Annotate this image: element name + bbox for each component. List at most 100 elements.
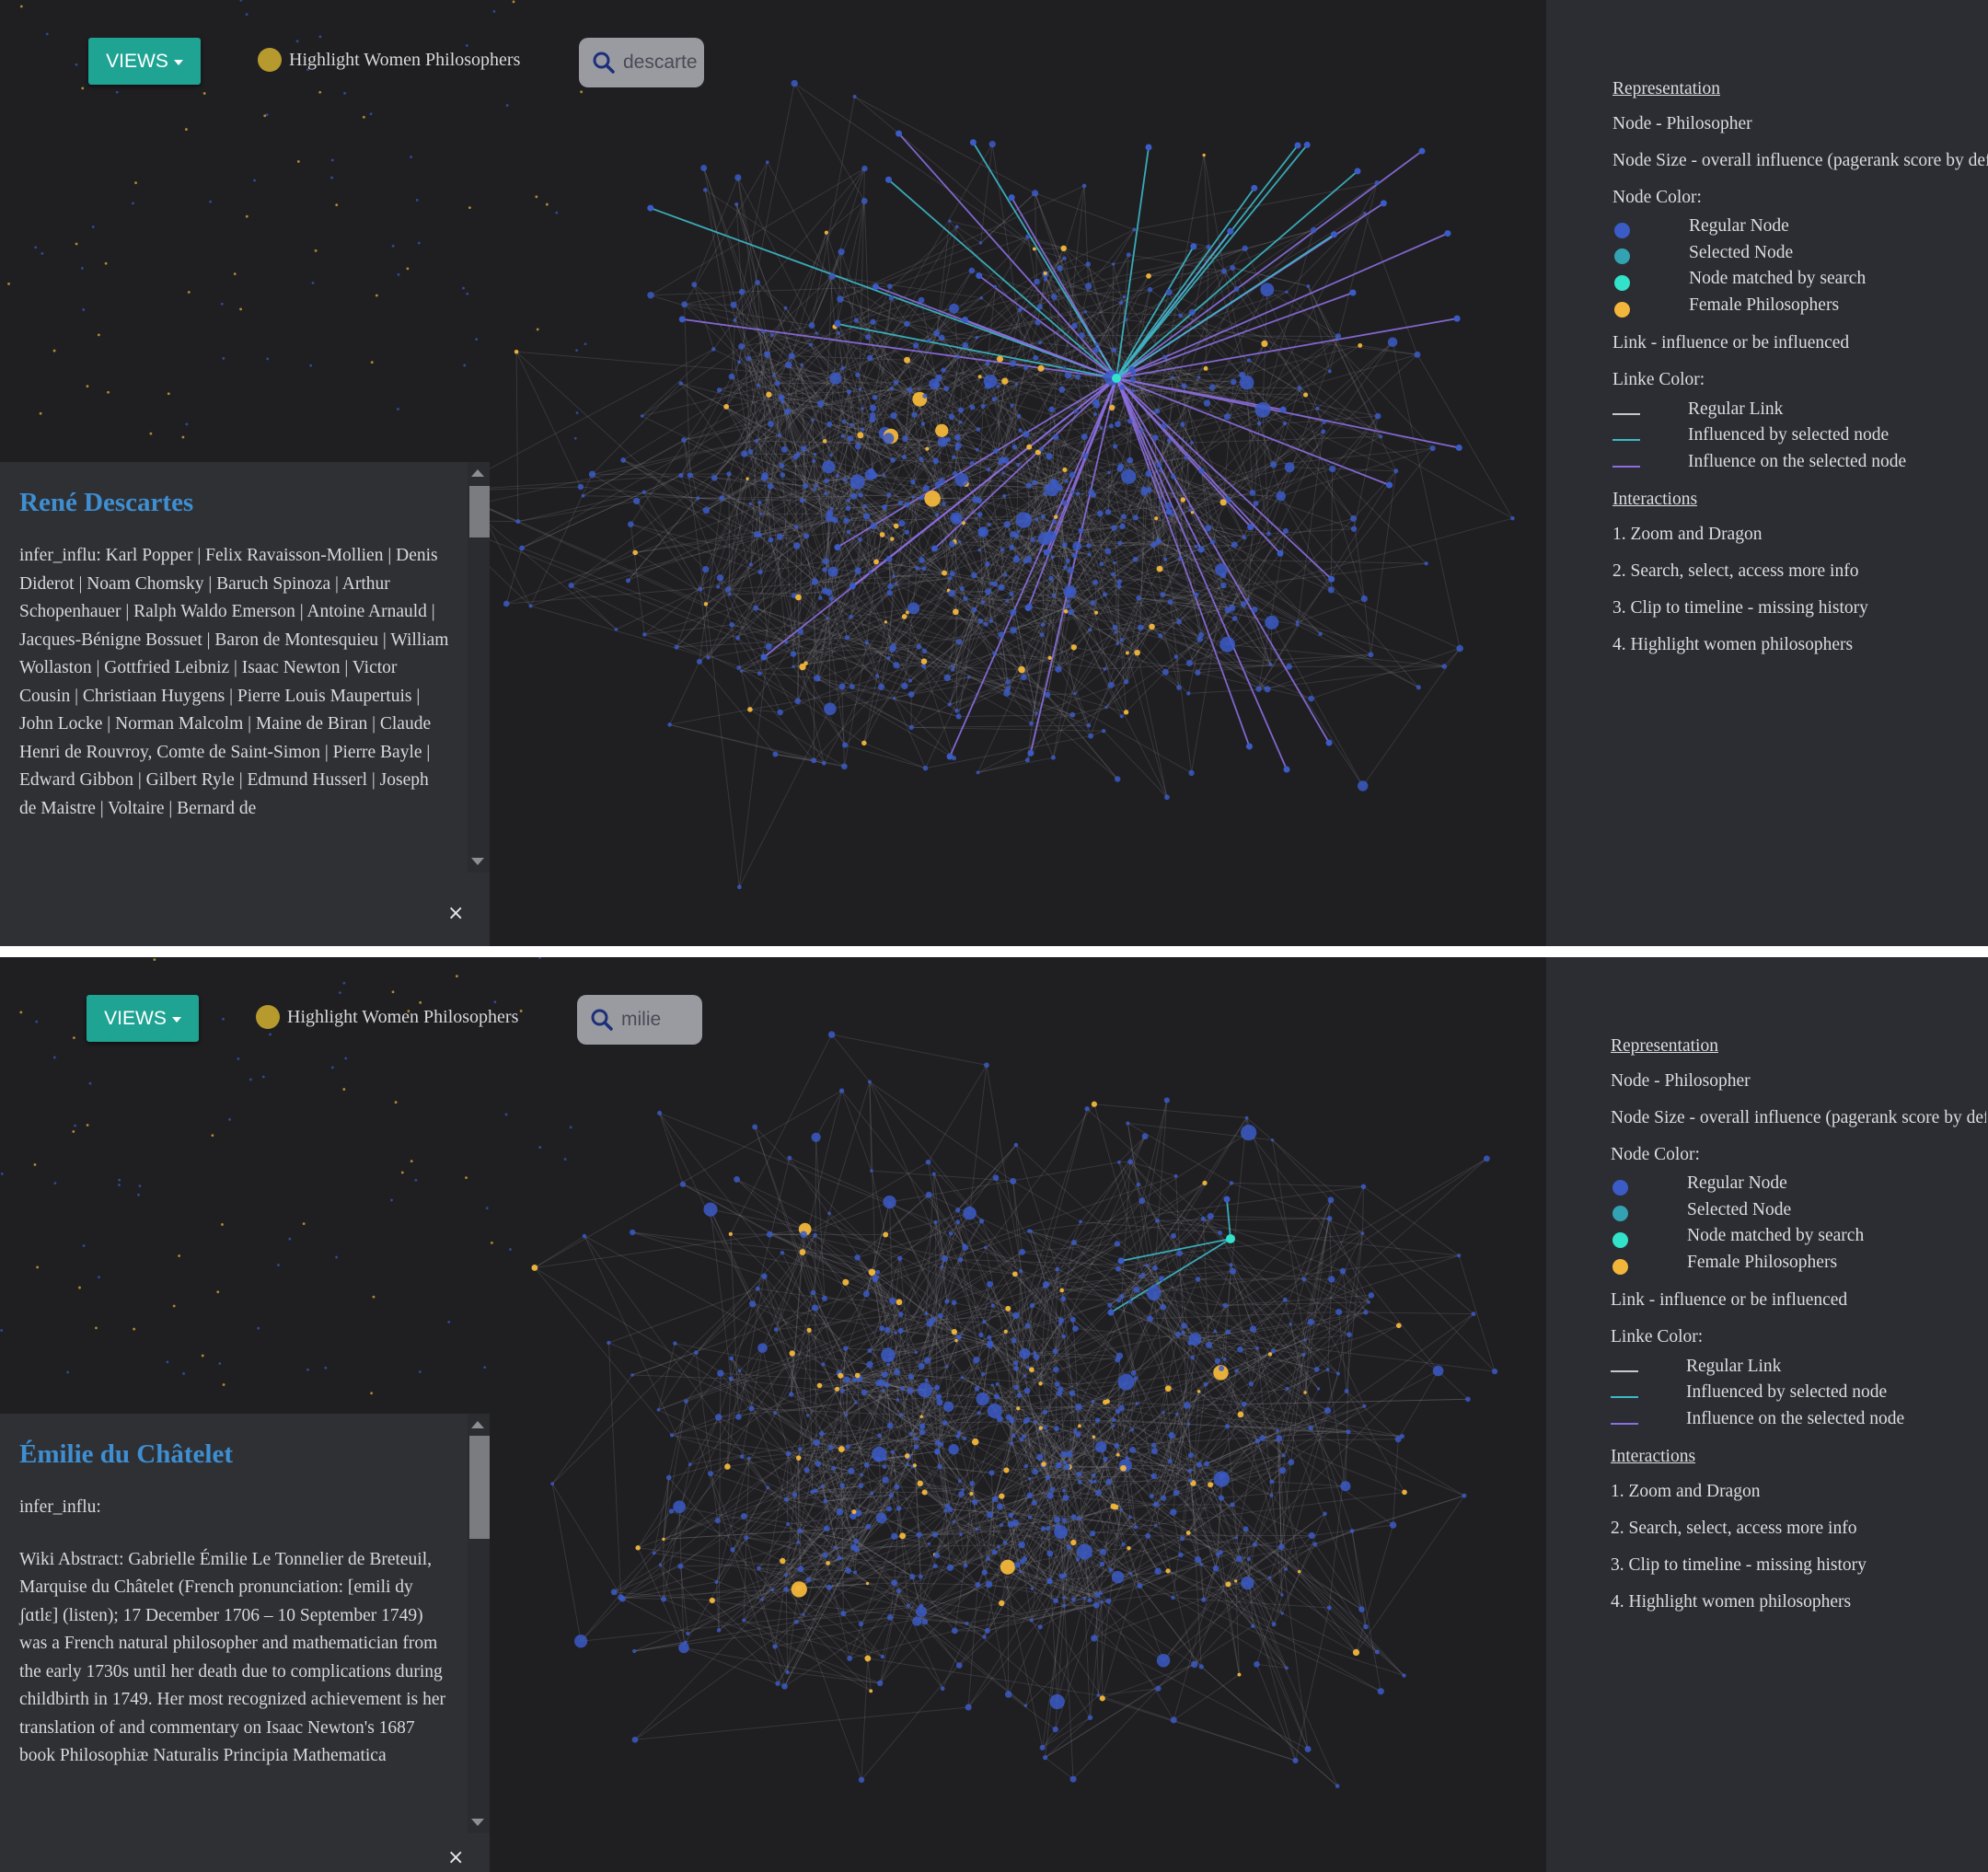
graph-node[interactable] [950,664,954,668]
graph-node[interactable] [953,608,959,616]
graph-node[interactable] [766,391,772,398]
graph-node[interactable] [1198,468,1205,474]
graph-node[interactable] [1009,360,1017,367]
graph-node[interactable] [1081,183,1087,189]
graph-node[interactable] [632,497,641,505]
graph-node[interactable] [1034,319,1041,326]
graph-node[interactable] [1350,514,1358,522]
graph-node[interactable] [988,141,996,148]
graph-node[interactable] [886,656,891,661]
background-node[interactable] [209,200,212,203]
graph-node[interactable] [1195,669,1201,676]
search-input[interactable] [621,51,699,75]
background-node[interactable] [132,202,134,205]
graph-node[interactable] [837,295,844,303]
graph-node[interactable] [727,592,732,596]
graph-node[interactable] [1231,616,1238,621]
graph-node[interactable] [778,395,784,400]
graph-node[interactable] [703,602,709,607]
graph-node[interactable] [1018,665,1025,674]
graph-node[interactable] [726,471,732,477]
background-node[interactable] [7,283,10,285]
graph-node[interactable] [850,492,858,500]
graph-node[interactable] [1145,144,1152,151]
graph-node[interactable] [627,521,634,527]
graph-node[interactable] [958,420,963,424]
graph-node[interactable] [992,448,999,455]
background-node[interactable] [253,179,256,182]
graph-node[interactable] [793,542,801,549]
scrollbar[interactable] [468,462,490,872]
background-node[interactable] [34,246,38,249]
graph-node[interactable] [872,395,878,400]
graph-node[interactable] [977,512,983,517]
graph-node[interactable] [647,204,654,212]
graph-node[interactable] [890,537,895,541]
graph-node[interactable] [975,335,979,340]
graph-node[interactable] [1171,474,1176,480]
graph-node[interactable] [1414,351,1421,358]
graph-node[interactable] [1131,388,1136,393]
graph-node[interactable] [1154,516,1159,521]
graph-node[interactable] [1099,561,1104,567]
graph-node[interactable] [847,435,854,443]
graph-node[interactable] [838,683,846,690]
graph-node[interactable] [1078,332,1085,339]
graph-node[interactable] [1184,456,1188,460]
graph-node[interactable] [818,595,823,600]
graph-node[interactable] [829,372,842,385]
graph-node[interactable] [674,644,679,650]
graph-node[interactable] [1190,511,1195,514]
graph-node[interactable] [1031,190,1039,197]
graph-node[interactable] [735,635,740,641]
graph-node[interactable] [1029,721,1034,726]
graph-node[interactable] [846,389,852,395]
graph-node[interactable] [1034,517,1039,522]
graph-node[interactable] [1023,365,1029,371]
graph-node[interactable] [1132,556,1138,562]
graph-node[interactable] [769,332,774,337]
background-node[interactable] [45,32,49,36]
graph-node[interactable] [1036,304,1043,310]
graph-node[interactable] [1145,470,1152,478]
graph-node[interactable] [913,342,919,349]
graph-node[interactable] [736,665,741,670]
graph-node[interactable] [1306,284,1311,288]
graph-node[interactable] [696,496,700,501]
graph-node[interactable] [935,423,949,437]
graph-node[interactable] [1093,412,1097,416]
graph-node[interactable] [1040,622,1046,627]
graph-node[interactable] [896,130,903,137]
graph-node[interactable] [1044,485,1048,490]
graph-node[interactable] [1231,378,1237,386]
graph-node[interactable] [1276,491,1287,502]
graph-node[interactable] [739,669,744,673]
graph-node[interactable] [980,403,986,409]
graph-node[interactable] [706,655,711,660]
graph-node[interactable] [1064,371,1072,379]
graph-node[interactable] [919,456,924,462]
graph-node[interactable] [824,491,828,496]
graph-node[interactable] [849,583,856,590]
graph-node[interactable] [890,457,896,463]
graph-node[interactable] [953,470,958,476]
views-button[interactable]: VIEWS [88,38,201,85]
graph-node[interactable] [1136,595,1142,601]
graph-node[interactable] [747,707,753,712]
graph-node[interactable] [730,301,737,308]
graph-node[interactable] [828,272,836,280]
graph-node[interactable] [1034,278,1040,285]
background-node[interactable] [492,10,496,13]
graph-node[interactable] [1294,142,1301,149]
graph-node[interactable] [1380,200,1387,207]
graph-node[interactable] [853,318,859,323]
graph-node[interactable] [1165,288,1173,296]
graph-node[interactable] [667,722,672,727]
background-node[interactable] [397,272,400,276]
background-node[interactable] [311,281,315,284]
graph-node[interactable] [1111,525,1117,531]
graph-node[interactable] [1101,729,1106,734]
graph-node[interactable] [826,421,833,428]
graph-node[interactable] [632,549,638,556]
graph-node[interactable] [919,557,925,563]
